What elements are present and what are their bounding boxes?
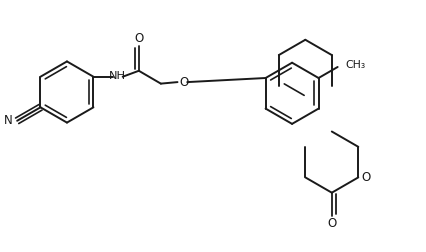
Text: O: O xyxy=(134,32,143,45)
Text: CH₃: CH₃ xyxy=(345,60,365,70)
Text: O: O xyxy=(179,76,188,89)
Text: NH: NH xyxy=(109,71,126,81)
Text: N: N xyxy=(4,114,13,127)
Text: O: O xyxy=(326,217,336,230)
Text: O: O xyxy=(360,171,370,184)
